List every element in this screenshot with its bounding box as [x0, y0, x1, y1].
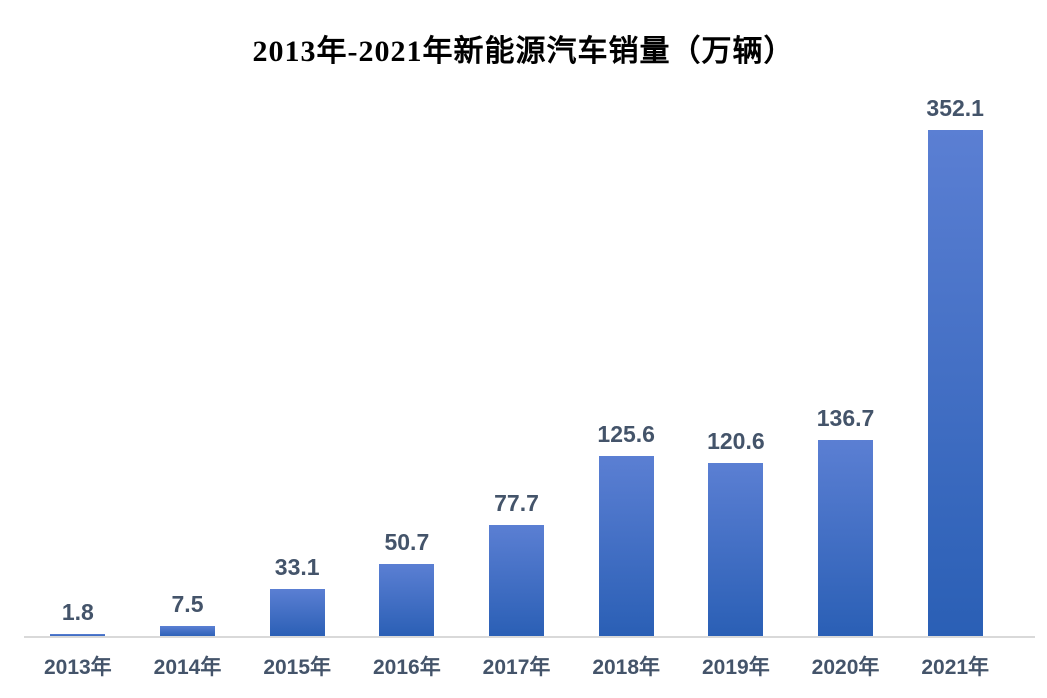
- x-axis-label: 2019年: [702, 656, 770, 679]
- bar-chart: 1.8 7.5 33.1 50.7 77.7 125.6 120.6 136.7 352.1: [23, 92, 1010, 637]
- x-axis-label: 2014年: [153, 656, 222, 679]
- x-axis-label: 2020年: [811, 656, 880, 679]
- x-axis-label: 2015年: [263, 656, 332, 679]
- bar-column: 77.7: [462, 92, 572, 637]
- bar-column: 125.6: [571, 92, 681, 637]
- bar: [818, 440, 874, 637]
- x-axis-label: 2021年: [921, 656, 990, 679]
- bar-column: 1.8: [23, 92, 133, 637]
- bar-column: 136.7: [791, 92, 901, 637]
- bar: [708, 463, 764, 637]
- bar-value-label: 136.7: [816, 405, 875, 431]
- bar-value-label: 120.6: [707, 428, 765, 454]
- bar: [50, 634, 106, 637]
- x-axis-row: 2013年 2014年 2015年 2016年 2017年 2018年 2019年 2020年…: [23, 651, 1010, 681]
- bar: [379, 564, 435, 637]
- bar: [489, 525, 545, 637]
- x-axis-line: [24, 636, 1035, 638]
- chart-title: 2013年-2021年新能源汽车销量（万辆）: [252, 35, 795, 68]
- x-axis-label: 2018年: [592, 656, 661, 679]
- bar-value-label: 50.7: [384, 529, 430, 555]
- bar: [160, 626, 215, 637]
- x-axis-label: 2013年: [43, 656, 112, 679]
- bar-value-label: 7.5: [171, 591, 204, 617]
- bar-value-label: 77.7: [494, 490, 539, 516]
- x-axis-label: 2016年: [372, 656, 441, 679]
- bar-column: 33.1: [242, 92, 352, 637]
- x-axis-label: 2017年: [482, 656, 551, 679]
- bar-column: 50.7: [352, 92, 462, 637]
- bar-value-label: 33.1: [274, 554, 320, 580]
- bar-value-label: 352.1: [926, 95, 984, 121]
- bar-value-label: 125.6: [597, 421, 655, 447]
- bar: [927, 130, 983, 637]
- bar-column: 352.1: [900, 92, 1010, 637]
- bar-column: 7.5: [133, 92, 243, 637]
- bar-column: 120.6: [681, 92, 791, 637]
- bar: [598, 456, 654, 637]
- bar-value-label: 1.8: [61, 599, 94, 625]
- bar: [269, 589, 325, 637]
